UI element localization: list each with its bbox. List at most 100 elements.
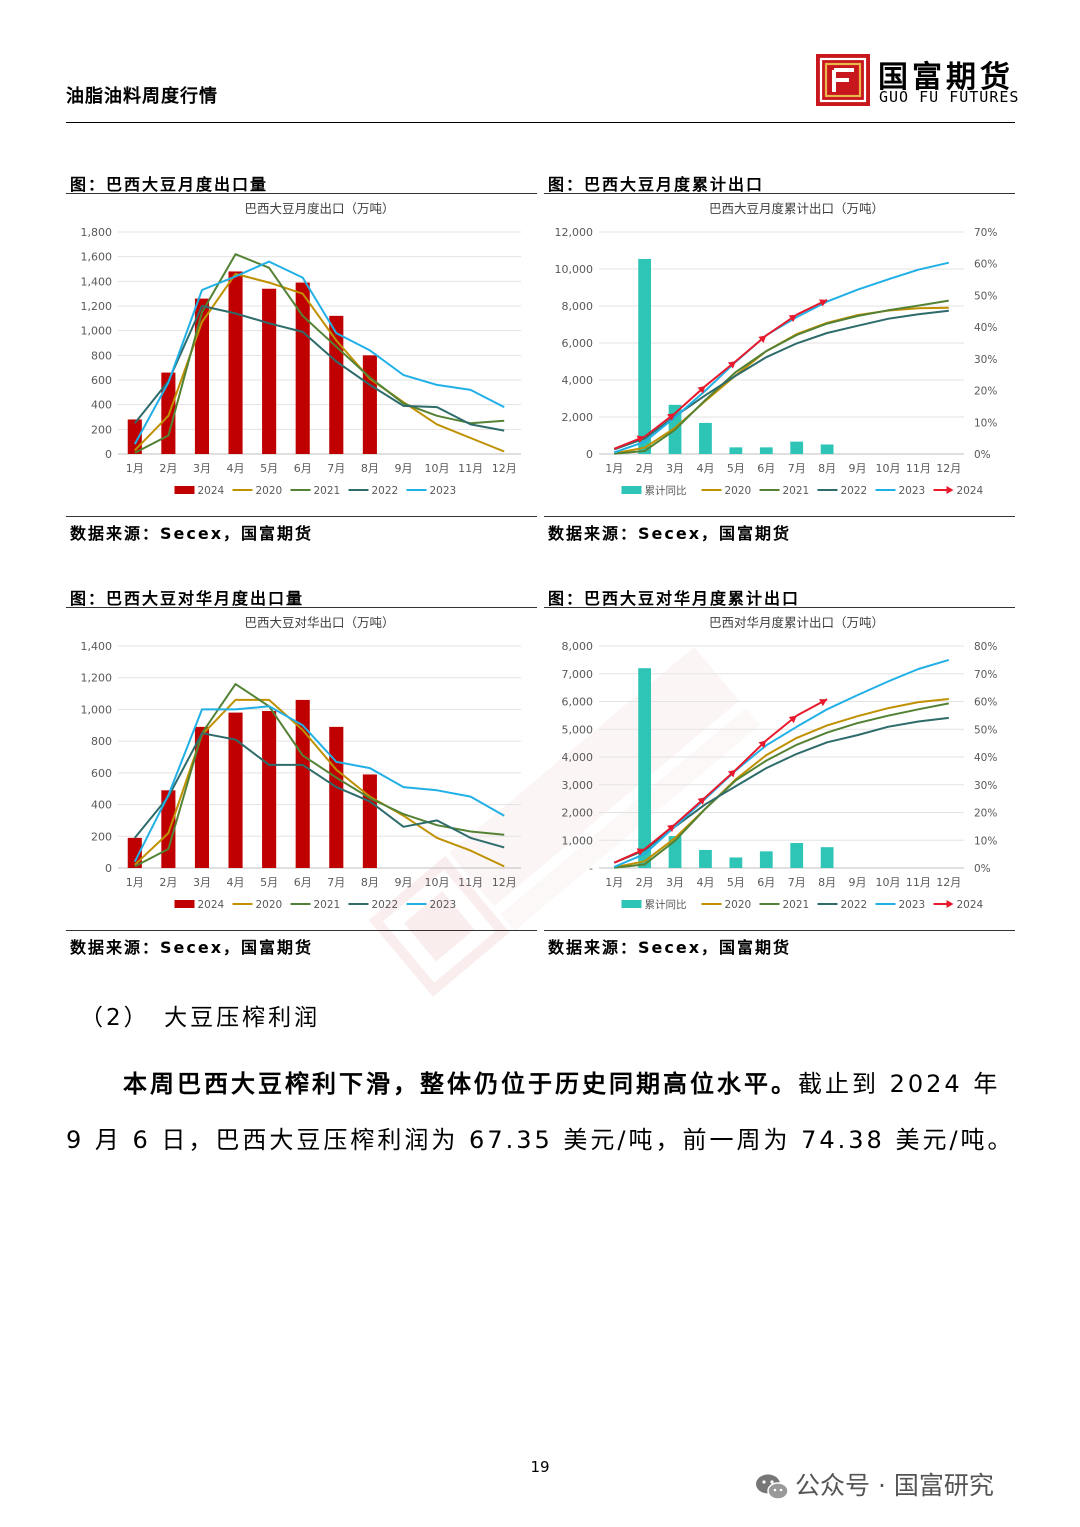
bar-2024-8 [362, 355, 377, 454]
legend-swatch-累计同比 [621, 486, 642, 494]
bar-累计同比-8 [820, 444, 834, 454]
header-divider [66, 122, 1015, 123]
y-tick-label: 5,000 [562, 723, 594, 736]
x-tick-label: 6月 [294, 876, 312, 889]
y-tick-label: 200 [91, 423, 112, 436]
arrow-head [636, 435, 645, 443]
bar-累计同比-6 [759, 447, 773, 454]
legend-label: 2020 [256, 899, 283, 911]
x-tick-label: 11月 [906, 462, 931, 475]
y-tick-label: 1,800 [81, 226, 113, 239]
x-tick-label: 12月 [492, 876, 517, 889]
bar-累计同比-8 [820, 847, 834, 868]
y2-tick-label: 20% [974, 808, 997, 820]
y-tick-label: 400 [91, 799, 112, 812]
legend-arrowhead [946, 486, 954, 494]
y2-tick-label: 80% [974, 641, 997, 653]
wechat-icon [756, 1474, 789, 1500]
panel-4-top-rule [544, 607, 1015, 608]
chart-title: 巴西大豆月度出口（万吨） [244, 201, 394, 216]
legend-label: 累计同比 [645, 898, 687, 911]
y-tick-label: 1,000 [81, 703, 113, 716]
y-tick-label: 1,400 [81, 275, 113, 288]
y2-tick-label: 30% [974, 354, 997, 366]
panel-2-source: 数据来源：Secex，国富期货 [548, 524, 792, 543]
arrow-head [667, 413, 676, 421]
wechat-account-name: 公众号 · 国富研究 [795, 1471, 994, 1500]
panel-3-bottom-rule [66, 930, 537, 931]
panel-4-bottom-rule [544, 930, 1015, 931]
x-tick-label: 6月 [757, 876, 775, 889]
arrow-head [758, 740, 767, 749]
x-tick-label: 10月 [425, 876, 450, 889]
page-number: 19 [530, 1458, 550, 1476]
legend-label: 2020 [725, 485, 752, 497]
bar-累计同比-6 [759, 851, 773, 868]
line-series-2021 [614, 702, 949, 869]
line-series-2021 [134, 683, 505, 868]
x-tick-label: 12月 [936, 462, 961, 475]
legend-label: 2024 [957, 899, 984, 911]
x-tick-label: 3月 [193, 462, 211, 475]
x-tick-label: 4月 [696, 462, 714, 475]
y-tick-label: 4,000 [562, 751, 594, 764]
legend-swatch-2024 [174, 900, 195, 908]
line-series-2022 [134, 305, 505, 432]
legend-label: 2021 [314, 485, 341, 497]
arrow-head [819, 699, 828, 707]
y-tick-label: 4,000 [562, 374, 594, 387]
y-tick-label: 6,000 [562, 337, 594, 350]
legend-label: 2022 [372, 899, 399, 911]
x-tick-label: 7月 [788, 462, 806, 475]
x-tick-label: 11月 [906, 876, 931, 889]
x-tick-label: 12月 [936, 876, 961, 889]
panel-2-title: 图：巴西大豆月度累计出口 [548, 175, 765, 194]
bar-2024-8 [362, 774, 377, 868]
chart-svg-2: 巴西大豆月度累计出口（万吨） 0 2,000 4,000 6,000 8,000 10,00… [555, 201, 998, 497]
x-tick-label: 1月 [126, 462, 144, 475]
legend-label: 2024 [198, 899, 225, 911]
legend-label: 2020 [256, 485, 283, 497]
y-tick-label: 8,000 [562, 300, 594, 313]
y-tick-label: 0 [586, 448, 593, 461]
x-tick-label: 5月 [260, 876, 278, 889]
line-series-2023 [133, 705, 505, 863]
x-tick-label: 11月 [458, 462, 483, 475]
x-tick-label: 10月 [425, 462, 450, 475]
bar-累计同比-2 [638, 258, 652, 454]
x-tick-label: 8月 [361, 876, 379, 889]
y-tick-label: 600 [91, 374, 112, 387]
arrow-head [758, 335, 767, 343]
x-tick-label: 5月 [727, 876, 745, 889]
bar-2024-3 [194, 298, 210, 454]
x-tick-label: 10月 [875, 876, 900, 889]
bar-2024-2 [161, 790, 176, 868]
legend-arrowhead [946, 900, 954, 908]
panel-3-top-rule [66, 607, 537, 608]
arrow-head [697, 385, 706, 394]
chart-title: 巴西大豆对华出口（万吨） [244, 615, 394, 630]
bar-2024-4 [228, 271, 243, 454]
legend-label: 累计同比 [645, 484, 687, 497]
y-tick-label: 2,000 [562, 807, 594, 820]
panel-1-top-rule [66, 193, 537, 194]
document-title: 油脂油料周度行情 [66, 86, 218, 107]
bar-2024-5 [262, 711, 277, 868]
y-tick-label: 200 [91, 830, 112, 843]
chart-svg-4: 巴西对华月度累计出口（万吨） - 1,000 2,000 3,000 4,000 5,000… [562, 615, 998, 911]
y-tick-label: 0 [105, 862, 112, 875]
y2-tick-label: 40% [974, 322, 997, 334]
arrow-head [788, 715, 797, 724]
chart-svg-3: 巴西大豆对华出口（万吨） 0 200 400 600 800 1,000 1,200 1,400… [81, 615, 521, 911]
y-tick-label: 400 [91, 399, 112, 412]
y-tick-label: 600 [91, 767, 112, 780]
bar-累计同比-2 [638, 668, 652, 868]
legend-swatch-累计同比 [621, 900, 642, 908]
arrow-head [727, 361, 736, 369]
x-tick-label: 12月 [492, 462, 517, 475]
y-tick-label: 1,200 [81, 672, 113, 685]
legend-label: 2023 [430, 899, 457, 911]
y-tick-label: 3,000 [562, 779, 594, 792]
x-tick-label: 8月 [361, 462, 379, 475]
logo-english-name: GUO FU FUTURES [879, 88, 1020, 106]
